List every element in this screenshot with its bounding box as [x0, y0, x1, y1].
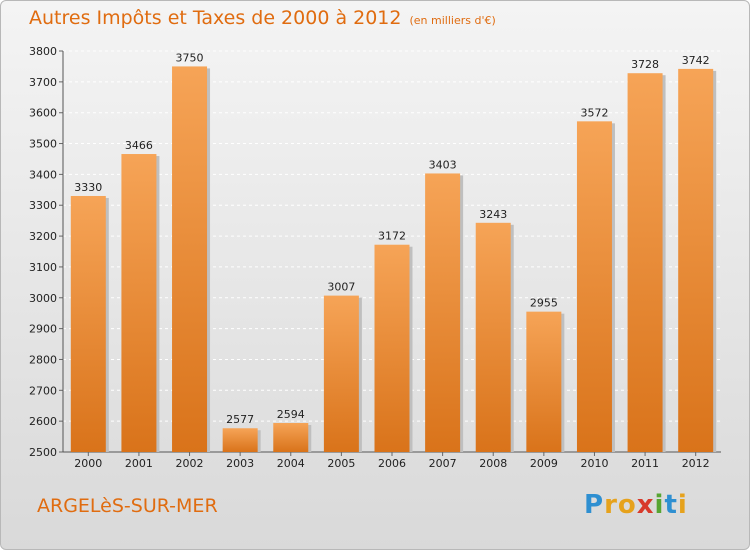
- y-tick-label: 3400: [29, 168, 57, 181]
- bar-2010: [576, 121, 612, 453]
- bar-2009: [526, 311, 562, 452]
- bar-2008: [475, 222, 511, 452]
- data-label: 3572: [580, 106, 608, 119]
- x-tick-label: 2000: [74, 457, 102, 470]
- y-tick-label: 3000: [29, 292, 57, 305]
- y-tick-label: 2600: [29, 415, 57, 428]
- bar-2006: [374, 244, 410, 452]
- y-tick-label: 3100: [29, 261, 57, 274]
- y-tick-label: 2800: [29, 353, 57, 366]
- x-tick-label: 2001: [125, 457, 153, 470]
- commune-name: ARGELèS-SUR-MER: [37, 495, 218, 517]
- x-tick-label: 2005: [327, 457, 355, 470]
- bar-2005: [323, 295, 359, 452]
- logo-letter: P: [584, 490, 605, 520]
- bar-2007: [425, 173, 461, 452]
- proxiti-logo: Proxiti: [584, 490, 688, 520]
- x-tick-label: 2009: [530, 457, 558, 470]
- y-tick-label: 3500: [29, 138, 57, 151]
- x-tick-label: 2007: [429, 457, 457, 470]
- y-tick-label: 3200: [29, 230, 57, 243]
- logo-letter: i: [677, 490, 688, 520]
- data-label: 3466: [125, 139, 153, 152]
- y-tick-label: 3600: [29, 107, 57, 120]
- y-tick-label: 3800: [29, 45, 57, 58]
- x-tick-label: 2002: [176, 457, 204, 470]
- bar-2003: [222, 428, 258, 452]
- bar-2011: [627, 73, 663, 452]
- data-label: 2577: [226, 413, 254, 426]
- bar-2012: [678, 68, 714, 452]
- data-label: 3728: [631, 58, 659, 71]
- x-tick-label: 2006: [378, 457, 406, 470]
- logo-letter: i: [654, 490, 665, 520]
- logo-letter: o: [617, 490, 637, 520]
- logo-letter: x: [636, 490, 655, 520]
- data-label: 3243: [479, 208, 507, 221]
- data-label: 2594: [277, 408, 305, 421]
- x-tick-label: 2010: [580, 457, 608, 470]
- x-tick-label: 2012: [682, 457, 710, 470]
- logo-letter: t: [664, 490, 678, 520]
- data-label: 3172: [378, 230, 406, 243]
- x-tick-label: 2004: [277, 457, 305, 470]
- y-tick-label: 3300: [29, 199, 57, 212]
- chart-subtitle: (en milliers d'€): [409, 14, 496, 27]
- bar-2001: [121, 154, 157, 452]
- bar-2004: [273, 423, 309, 452]
- x-tick-label: 2011: [631, 457, 659, 470]
- x-tick-label: 2003: [226, 457, 254, 470]
- data-label: 3742: [682, 54, 710, 67]
- y-tick-label: 3700: [29, 76, 57, 89]
- chart-title: Autres Impôts et Taxes de 2000 à 2012 (en…: [29, 7, 496, 29]
- y-tick-label: 2900: [29, 323, 57, 336]
- data-label: 3330: [74, 181, 102, 194]
- bar-2002: [172, 66, 208, 452]
- y-tick-label: 2500: [29, 446, 57, 459]
- data-label: 2955: [530, 297, 558, 310]
- x-tick-label: 2008: [479, 457, 507, 470]
- logo-letter: r: [604, 490, 618, 520]
- data-label: 3403: [429, 158, 457, 171]
- data-label: 3750: [176, 51, 204, 64]
- y-tick-label: 2700: [29, 384, 57, 397]
- bar-2000: [70, 195, 106, 452]
- data-label: 3007: [327, 281, 355, 294]
- chart-title-text: Autres Impôts et Taxes de 2000 à 2012: [29, 7, 402, 29]
